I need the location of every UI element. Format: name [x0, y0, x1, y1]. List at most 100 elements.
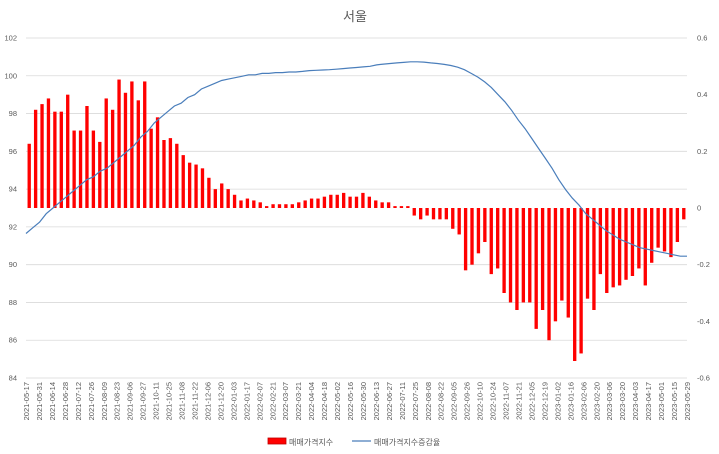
line-series	[25, 61, 687, 257]
bar	[123, 92, 128, 208]
bar	[33, 109, 38, 208]
bar	[605, 208, 609, 293]
x-tick-label: 2021-07-12	[74, 382, 83, 420]
bar	[245, 198, 250, 208]
bar	[309, 198, 314, 208]
bar	[656, 208, 660, 248]
bar	[207, 177, 211, 208]
line-path	[25, 61, 687, 257]
bar	[611, 208, 615, 288]
bar	[444, 208, 449, 220]
x-tick-label: 2022-08-22	[437, 382, 446, 420]
bar	[181, 155, 185, 208]
bar	[489, 208, 493, 275]
bar	[585, 208, 590, 299]
y-right-tick-label: 0.4	[697, 90, 707, 99]
gridlines	[26, 37, 687, 379]
y-right-tick-label: 0	[697, 204, 701, 213]
bar	[470, 208, 474, 265]
bar	[361, 192, 365, 208]
x-tick-label: 2021-08-09	[100, 382, 109, 420]
bar	[194, 164, 198, 208]
bar	[502, 208, 506, 293]
x-axis: 2021-05-17 2021-05-31 2021-06-14 2021-06-28…	[22, 382, 692, 420]
legend-line-label: 매매가격지수증감율	[374, 437, 440, 447]
bar	[643, 208, 647, 286]
x-tick-label: 2021-11-08	[178, 382, 187, 420]
bar	[637, 208, 641, 269]
bar	[540, 208, 545, 310]
bar	[264, 206, 269, 208]
x-tick-label: 2022-05-02	[333, 382, 342, 420]
bar	[85, 106, 89, 208]
x-tick-label: 2021-11-22	[191, 382, 200, 420]
bar	[553, 208, 558, 322]
bar	[457, 208, 461, 235]
bar	[66, 94, 70, 208]
bar	[168, 138, 173, 208]
bar	[239, 200, 243, 208]
x-tick-label: 2021-09-27	[139, 382, 148, 420]
bar	[528, 208, 532, 303]
bar	[483, 208, 487, 242]
x-tick-label: 2023-04-17	[644, 382, 653, 420]
x-tick-label: 2023-02-06	[579, 382, 588, 420]
bar	[393, 206, 397, 208]
bar	[187, 162, 192, 208]
bar	[258, 202, 262, 208]
bar	[534, 208, 538, 329]
x-tick-label: 2022-06-13	[372, 382, 381, 420]
bar	[297, 202, 301, 208]
y-left-tick-label: 90	[9, 260, 17, 269]
bar	[463, 208, 468, 271]
bar	[675, 208, 680, 242]
x-tick-label: 2022-07-25	[411, 382, 420, 420]
x-tick-label: 2022-04-04	[307, 382, 316, 420]
bar	[59, 111, 63, 208]
bar	[476, 208, 481, 254]
x-tick-label: 2022-09-26	[463, 382, 472, 420]
bar	[682, 208, 686, 220]
bar	[380, 202, 384, 208]
x-tick-label: 2022-12-19	[540, 382, 549, 420]
x-tick-label: 2022-01-17	[242, 382, 251, 420]
bar	[329, 194, 333, 208]
x-tick-label: 2021-05-31	[35, 382, 44, 420]
bar	[598, 208, 603, 275]
x-tick-label: 2022-08-08	[424, 382, 433, 420]
bar	[322, 196, 327, 208]
bar	[650, 208, 654, 263]
bar	[213, 189, 217, 208]
bar	[617, 208, 622, 286]
x-tick-label: 2022-04-18	[320, 382, 329, 420]
y-left-tick-label: 96	[9, 147, 17, 156]
bar	[515, 208, 519, 310]
legend-bar-swatch	[267, 437, 287, 445]
x-tick-label: 2023-01-02	[553, 382, 562, 420]
y-left-tick-label: 102	[4, 34, 17, 43]
bar	[335, 194, 339, 208]
bar	[508, 208, 513, 303]
bar	[521, 208, 526, 303]
y-left-tick-label: 88	[9, 298, 17, 307]
y-right-tick-label: 0.6	[697, 34, 707, 43]
bar	[104, 98, 108, 208]
x-tick-label: 2021-09-06	[126, 382, 135, 420]
bar	[136, 100, 140, 208]
y-right-tick-label: -0.6	[697, 374, 710, 383]
bar	[175, 143, 179, 208]
bar	[425, 208, 429, 216]
y-right-tick-label: 0.2	[697, 147, 707, 156]
bar	[149, 128, 153, 208]
bar	[277, 204, 282, 208]
x-tick-label: 2022-03-21	[294, 382, 303, 420]
y-left-tick-label: 86	[9, 336, 17, 345]
x-tick-label: 2021-07-26	[87, 382, 96, 420]
x-tick-label: 2022-09-05	[450, 382, 459, 420]
bar	[40, 104, 44, 208]
bar	[46, 98, 51, 208]
bar	[252, 200, 256, 208]
x-tick-label: 2021-06-14	[48, 382, 57, 420]
x-tick-label: 2021-06-28	[61, 382, 70, 420]
